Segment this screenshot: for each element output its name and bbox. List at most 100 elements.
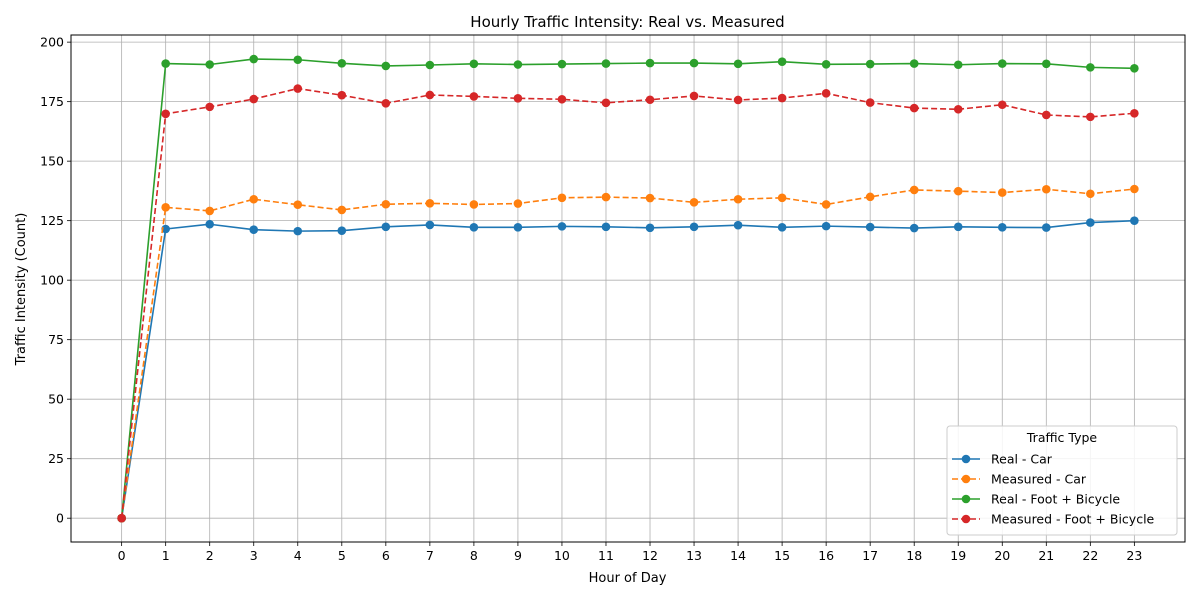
data-point	[293, 84, 303, 93]
x-tick-label: 9	[514, 548, 522, 563]
data-point	[865, 59, 875, 69]
series-group	[117, 54, 1139, 523]
y-tick-label: 150	[40, 154, 64, 169]
data-point	[777, 57, 787, 66]
x-tick-label: 19	[950, 548, 966, 563]
data-point	[249, 225, 259, 235]
x-tick-label: 11	[598, 548, 614, 563]
y-tick-label: 75	[48, 332, 64, 347]
chart-title: Hourly Traffic Intensity: Real vs. Measu…	[470, 13, 784, 31]
data-point	[337, 226, 347, 235]
data-point	[1086, 112, 1095, 122]
data-point	[997, 188, 1007, 197]
data-point	[1042, 184, 1051, 194]
data-point	[381, 61, 391, 71]
data-point	[953, 104, 963, 114]
x-tick-label: 16	[818, 548, 834, 563]
legend-marker	[961, 494, 971, 504]
x-tick-label: 6	[382, 548, 390, 563]
data-point	[381, 199, 391, 209]
x-tick-label: 5	[338, 548, 346, 563]
data-point	[205, 206, 214, 216]
data-point	[909, 103, 919, 113]
data-point	[733, 194, 743, 204]
data-point	[249, 194, 259, 204]
legend-item: Real - Foot + Bicycle	[952, 492, 1120, 507]
data-point	[1042, 59, 1051, 69]
data-point	[469, 223, 479, 232]
y-tick-label: 0	[56, 511, 64, 526]
data-point	[161, 59, 170, 68]
data-point	[821, 89, 831, 98]
legend-item: Real - Car	[952, 452, 1053, 467]
y-tick-label: 200	[40, 35, 64, 50]
x-tick-label: 22	[1082, 548, 1098, 563]
series-0	[117, 216, 1139, 523]
x-tick-label: 3	[250, 548, 258, 563]
data-point	[337, 59, 347, 68]
y-axis-label: Traffic Intensity (Count)	[14, 213, 29, 367]
y-tick-label: 100	[40, 273, 64, 288]
legend-label: Real - Car	[991, 452, 1053, 467]
data-point	[689, 222, 699, 232]
data-point	[953, 186, 963, 196]
data-point	[645, 193, 655, 203]
data-point	[205, 102, 214, 112]
legend-items: Real - Car Measured - Car Real - Foot + Bi…	[952, 452, 1155, 527]
x-tick-label: 7	[426, 548, 434, 563]
series-line	[120, 87, 1135, 519]
data-point	[249, 54, 259, 64]
data-point	[689, 91, 699, 101]
data-point	[469, 92, 479, 101]
data-point	[293, 226, 303, 236]
data-point	[733, 59, 743, 69]
data-point	[777, 223, 787, 232]
data-point	[1130, 109, 1139, 118]
data-point	[205, 60, 214, 69]
x-tick-label: 23	[1126, 548, 1142, 563]
data-point	[645, 95, 655, 105]
y-tick-label: 25	[48, 451, 64, 466]
data-point	[1086, 63, 1095, 72]
data-point	[601, 98, 611, 108]
data-point	[997, 100, 1007, 110]
data-point	[1086, 189, 1095, 199]
data-point	[689, 198, 699, 207]
x-tick-label: 10	[554, 548, 570, 563]
series-2	[117, 54, 1139, 523]
data-point	[425, 90, 435, 100]
x-tick-label: 4	[294, 548, 302, 563]
data-point	[997, 223, 1007, 232]
data-point	[381, 99, 391, 108]
series-1	[117, 184, 1139, 523]
legend-item: Measured - Car	[952, 472, 1087, 487]
legend-label: Measured - Car	[991, 472, 1087, 487]
legend-marker	[961, 454, 971, 464]
data-point	[1130, 64, 1139, 73]
data-point	[1042, 223, 1051, 232]
data-point	[293, 55, 303, 65]
data-point	[425, 220, 435, 230]
legend-title: Traffic Type	[1026, 430, 1098, 445]
data-point	[821, 59, 831, 69]
x-tick-label: 1	[162, 548, 170, 563]
data-point	[557, 222, 567, 231]
x-tick-label: 15	[774, 548, 790, 563]
data-point	[337, 205, 347, 215]
data-point	[161, 224, 170, 234]
x-tick-label: 20	[994, 548, 1010, 563]
data-point	[645, 58, 655, 68]
legend-box	[946, 425, 1178, 536]
data-point	[909, 59, 919, 68]
data-point	[513, 199, 523, 208]
data-point	[953, 222, 963, 232]
x-tick-label: 18	[906, 548, 922, 563]
x-tick-label: 8	[470, 548, 478, 563]
legend-label: Measured - Foot + Bicycle	[991, 512, 1155, 527]
data-point	[425, 198, 435, 208]
data-point	[733, 220, 743, 230]
data-point	[1042, 110, 1051, 120]
data-point	[1130, 216, 1139, 225]
